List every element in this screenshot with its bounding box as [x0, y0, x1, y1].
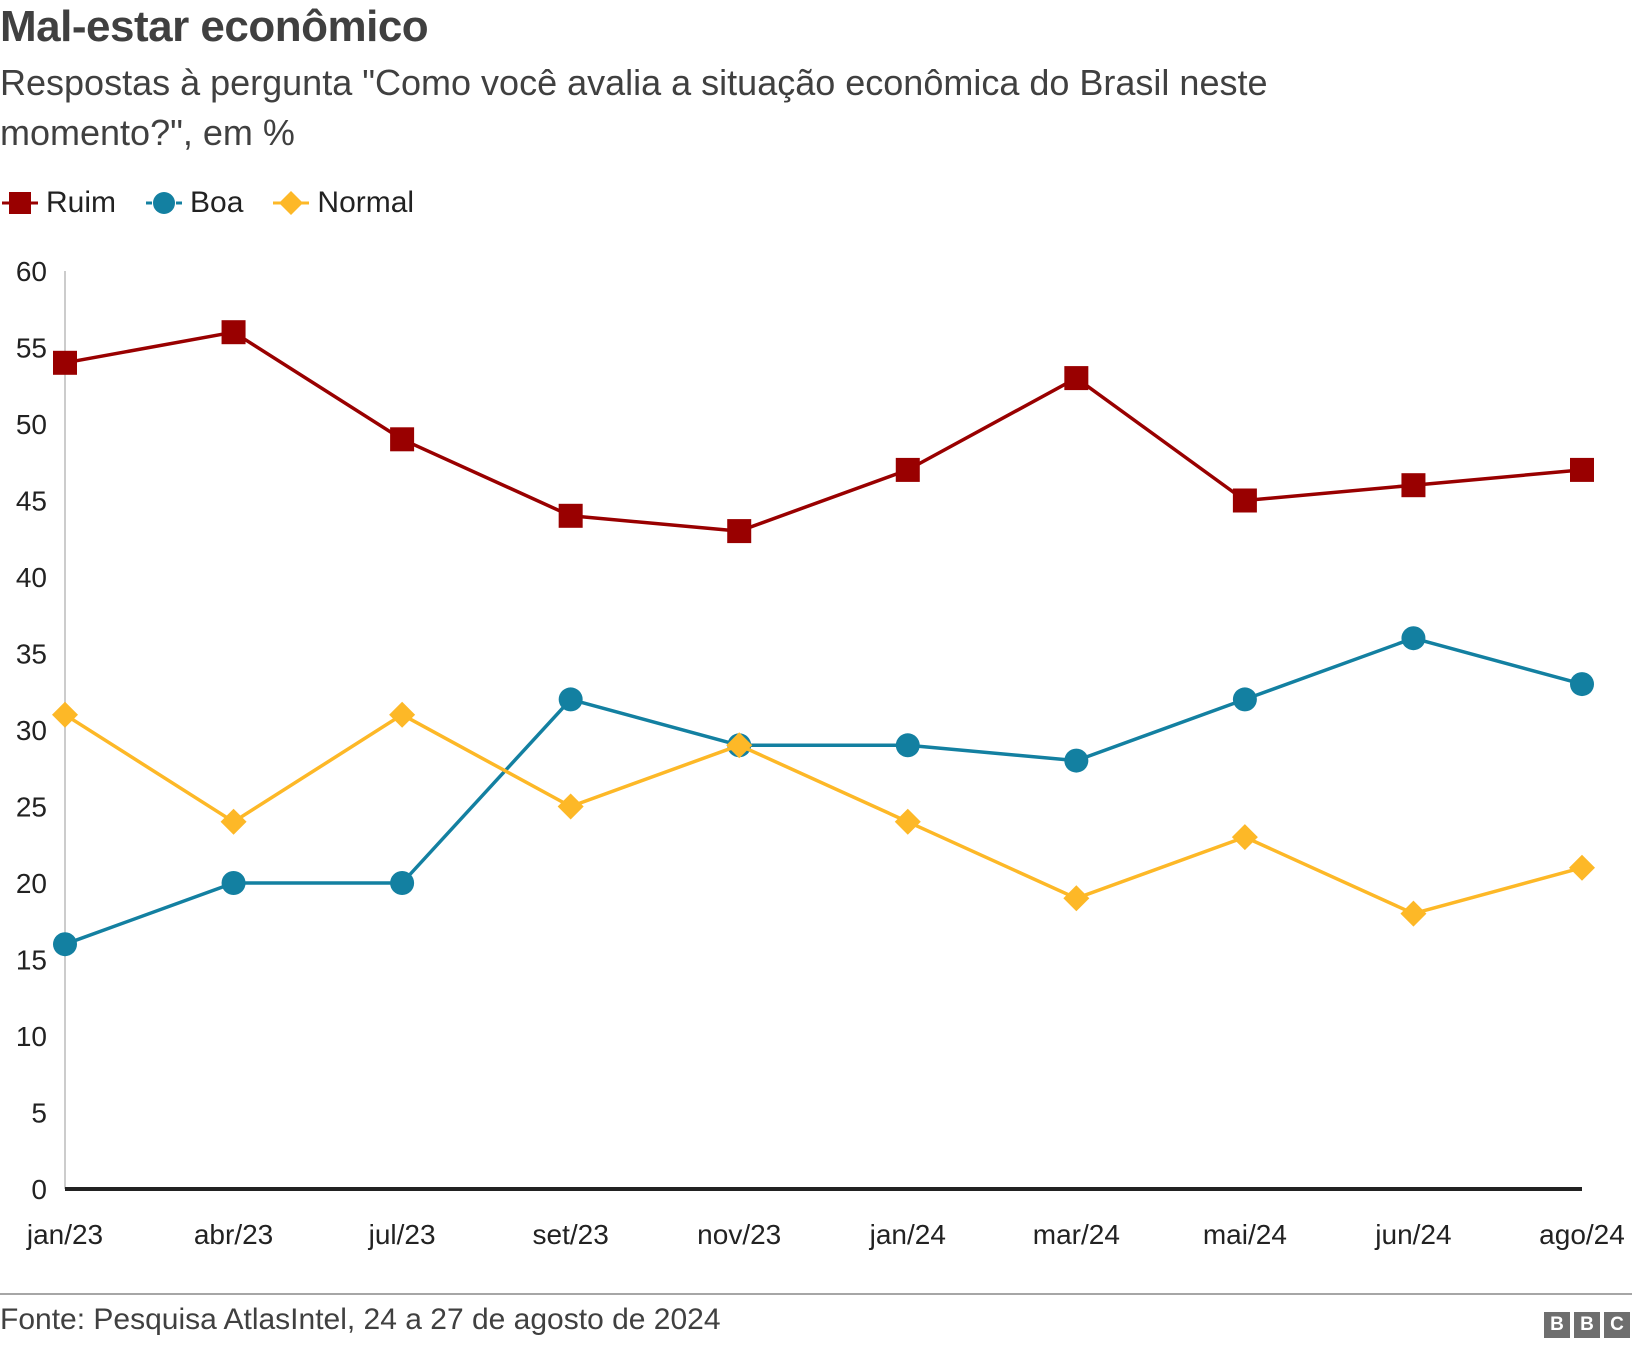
source-note: Fonte: Pesquisa AtlasIntel, 24 a 27 de a… — [0, 1303, 721, 1336]
x-tick-label-ago-24: ago/24 — [1539, 1219, 1625, 1250]
point-ruim-mar-24 — [1064, 366, 1089, 391]
legend-label-normal: Normal — [317, 186, 415, 219]
x-tick-label-nov-23: nov/23 — [697, 1219, 781, 1250]
point-normal-abr-23 — [220, 808, 247, 835]
point-boa-abr-23 — [221, 871, 246, 895]
point-ruim-ago-24 — [1570, 457, 1594, 482]
legend: Ruim Boa Normal — [0, 180, 442, 226]
chart-title: Mal-estar econômico — [0, 2, 429, 51]
point-normal-mar-24 — [1063, 885, 1090, 912]
bbc-logo-block-2: B — [1574, 1312, 1600, 1338]
x-tick-label-mar-24: mar/24 — [1033, 1219, 1120, 1250]
point-normal-jan-23 — [52, 701, 78, 728]
x-tick-label-jun-24: jun/24 — [1374, 1219, 1451, 1250]
footer-divider — [0, 1293, 1632, 1295]
point-ruim-nov-23 — [727, 519, 752, 544]
square-marker-icon — [2, 192, 38, 214]
bbc-logo-block-1: B — [1544, 1312, 1570, 1338]
series-line-boa — [64, 636, 1583, 946]
point-normal-ago-24 — [1569, 854, 1595, 881]
x-tick-label-mai-24: mai/24 — [1203, 1219, 1287, 1250]
point-boa-set-23 — [558, 687, 583, 712]
legend-item-normal: Normal — [271, 183, 414, 223]
y-tick-label-45: 45 — [16, 486, 47, 517]
legend-item-boa: Boa — [144, 183, 243, 223]
point-normal-nov-23 — [726, 732, 753, 759]
series-line-ruim — [64, 330, 1583, 533]
point-normal-mai-24 — [1231, 824, 1258, 851]
y-tick-label-20: 20 — [16, 868, 47, 899]
x-tick-label-abr-23: abr/23 — [194, 1219, 273, 1250]
point-normal-jan-24 — [894, 808, 921, 835]
point-normal-set-23 — [557, 793, 584, 820]
point-ruim-jun-24 — [1401, 473, 1426, 498]
y-tick-label-5: 5 — [31, 1098, 47, 1129]
line-chart: 0 5 10 15 20 25 30 35 40 45 50 55 60 jan/23 abr/23 jul/… — [16, 256, 1625, 1250]
y-tick-label-15: 15 — [16, 945, 47, 976]
circle-marker-icon — [146, 192, 183, 214]
point-ruim-mai-24 — [1232, 488, 1257, 513]
point-normal-jul-23 — [389, 701, 416, 728]
point-ruim-jul-23 — [390, 427, 415, 452]
x-tick-label-jan-24: jan/24 — [869, 1219, 946, 1250]
legend-label-boa: Boa — [190, 186, 244, 219]
y-tick-label-60: 60 — [16, 256, 47, 287]
bbc-logo-block-3: C — [1604, 1312, 1630, 1338]
legend-label-ruim: Ruim — [46, 186, 117, 219]
point-ruim-abr-23 — [221, 320, 246, 345]
x-tick-label-set-23: set/23 — [533, 1219, 609, 1250]
y-tick-label-40: 40 — [16, 562, 47, 593]
series-line-normal — [64, 712, 1583, 916]
legend-marker-boa — [153, 192, 176, 214]
legend-item-ruim: Ruim — [0, 183, 116, 223]
legend-marker-ruim — [9, 192, 31, 214]
point-boa-ago-24 — [1570, 672, 1594, 697]
point-boa-jun-24 — [1401, 626, 1426, 651]
point-boa-mar-24 — [1064, 748, 1089, 773]
point-boa-jan-23 — [53, 932, 77, 957]
y-tick-label-35: 35 — [16, 639, 47, 670]
point-boa-jul-23 — [390, 871, 415, 895]
point-normal-jun-24 — [1400, 900, 1427, 927]
legend-marker-normal — [279, 191, 304, 215]
point-ruim-set-23 — [558, 503, 583, 528]
point-boa-mai-24 — [1232, 687, 1257, 712]
point-ruim-jan-24 — [895, 457, 920, 482]
chart-subtitle: Respostas à pergunta "Como você avalia a… — [0, 62, 1268, 153]
y-tick-label-55: 55 — [16, 333, 47, 364]
y-tick-label-50: 50 — [16, 409, 47, 440]
x-tick-label-jul-23: jul/23 — [368, 1219, 436, 1250]
x-tick-label-jan-23: jan/23 — [26, 1219, 103, 1250]
y-tick-label-10: 10 — [16, 1021, 47, 1052]
point-ruim-jan-23 — [53, 350, 77, 375]
diamond-marker-icon — [273, 191, 310, 215]
y-tick-label-30: 30 — [16, 715, 47, 746]
bbc-logo: B B C — [1540, 1312, 1630, 1338]
y-tick-label-0: 0 — [31, 1174, 47, 1205]
point-boa-jan-24 — [895, 733, 920, 758]
y-tick-label-25: 25 — [16, 792, 47, 823]
